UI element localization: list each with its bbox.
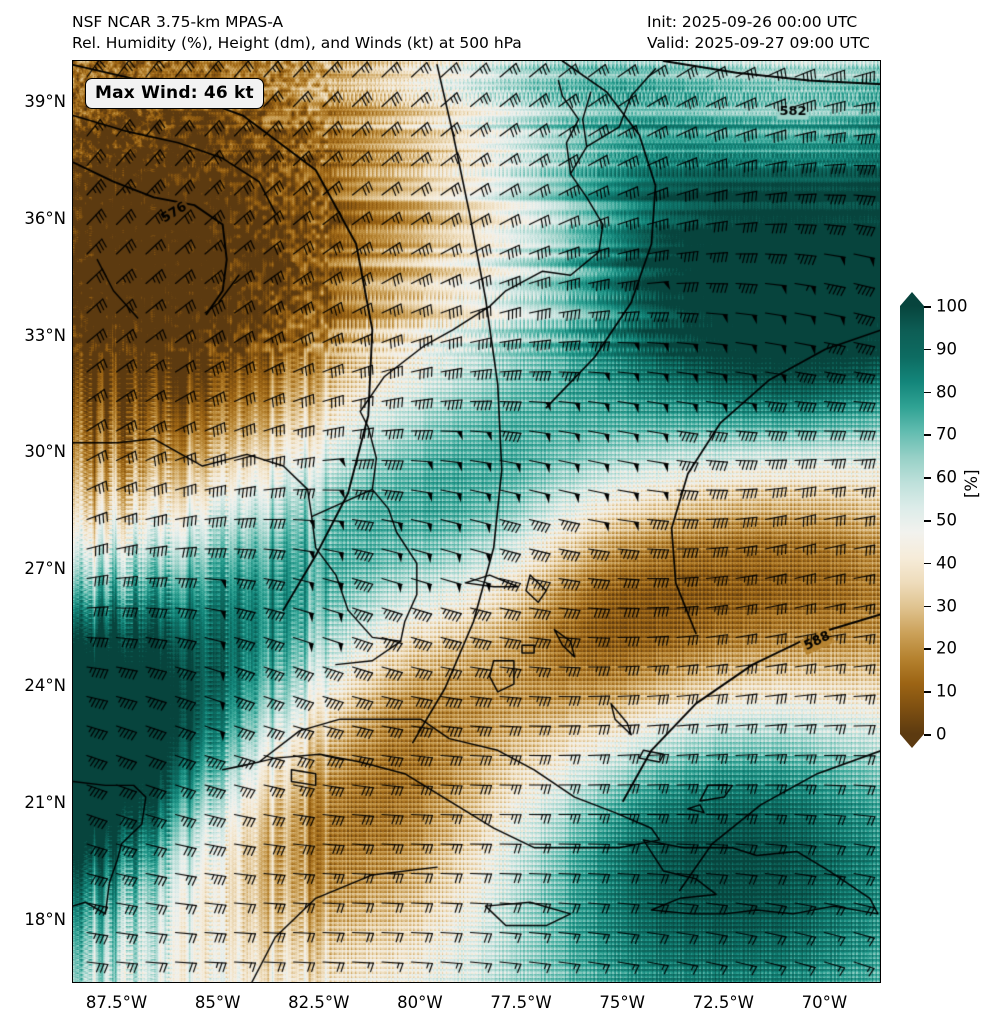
x-tick-label: 70°W	[801, 993, 848, 1012]
x-tick-label: 87.5°W	[85, 993, 148, 1012]
y-tick-label: 18°N	[24, 909, 66, 929]
colorbar-tick-label: 70	[936, 424, 957, 444]
init-time-label: Init: 2025-09-26 00:00 UTC	[647, 13, 858, 31]
title-right-block: Init: 2025-09-26 00:00 UTC Valid: 2025-09…	[647, 12, 870, 54]
colorbar-tick	[924, 691, 931, 693]
colorbar-tick-label: 30	[936, 596, 957, 616]
colorbar-tick	[924, 520, 931, 522]
colorbar-tick-label: 0	[936, 724, 947, 744]
colorbar: 0 10 20 30 40 50 60 70 80 90 100	[900, 292, 968, 748]
colorbar-tick-label: 80	[936, 382, 957, 402]
y-tick-label: 33°N	[24, 325, 66, 345]
x-tick-label: 77.5°W	[490, 993, 552, 1012]
x-tick-label: 85°W	[194, 993, 241, 1012]
title-left-block: NSF NCAR 3.75-km MPAS-A Rel. Humidity (%)…	[72, 12, 522, 54]
colorbar-units-label: [%]	[962, 469, 981, 498]
map-plot-area[interactable]	[72, 60, 881, 983]
colorbar-tick	[924, 562, 931, 565]
y-tick-label: 21°N	[24, 792, 66, 812]
colorbar-tick	[924, 648, 931, 650]
relative-humidity-field	[73, 61, 880, 982]
max-wind-annotation: Max Wind: 46 kt	[85, 78, 264, 109]
y-tick-label: 36°N	[24, 208, 66, 228]
y-axis-ticks: 18°N 21°N 24°N 27°N 30°N 33°N 36°N 39°N	[0, 0, 66, 1032]
colorbar-tick	[924, 306, 931, 308]
colorbar-extend-max-arrow	[900, 292, 924, 306]
x-tick-label: 80°W	[397, 993, 443, 1012]
y-tick-label: 27°N	[24, 559, 66, 579]
colorbar-tick	[924, 391, 931, 394]
colorbar-tick	[924, 434, 931, 436]
field-title: Rel. Humidity (%), Height (dm), and Wind…	[72, 34, 522, 52]
colorbar-tick	[924, 477, 931, 479]
colorbar-tick	[924, 348, 931, 351]
y-tick-label: 24°N	[24, 676, 66, 696]
colorbar-tick	[924, 605, 931, 608]
colorbar-tick-label: 10	[936, 681, 957, 701]
model-title: NSF NCAR 3.75-km MPAS-A	[72, 13, 284, 31]
colorbar-tick-label: 40	[936, 553, 957, 573]
y-tick-label: 39°N	[24, 91, 66, 111]
colorbar-tick	[924, 734, 931, 736]
colorbar-tick-label: 100	[936, 296, 968, 316]
colorbar-gradient	[900, 306, 924, 734]
y-tick-label: 30°N	[24, 442, 66, 462]
valid-time-label: Valid: 2025-09-27 09:00 UTC	[647, 34, 870, 52]
colorbar-tick-label: 90	[936, 339, 957, 359]
x-tick-label: 72.5°W	[692, 993, 754, 1012]
colorbar-extend-min-arrow	[900, 734, 924, 748]
x-tick-label: 82.5°W	[288, 993, 350, 1012]
colorbar-tick-label: 50	[936, 510, 957, 530]
colorbar-tick-label: 60	[936, 467, 957, 487]
x-tick-label: 75°W	[599, 993, 645, 1012]
colorbar-tick-label: 20	[936, 638, 957, 658]
